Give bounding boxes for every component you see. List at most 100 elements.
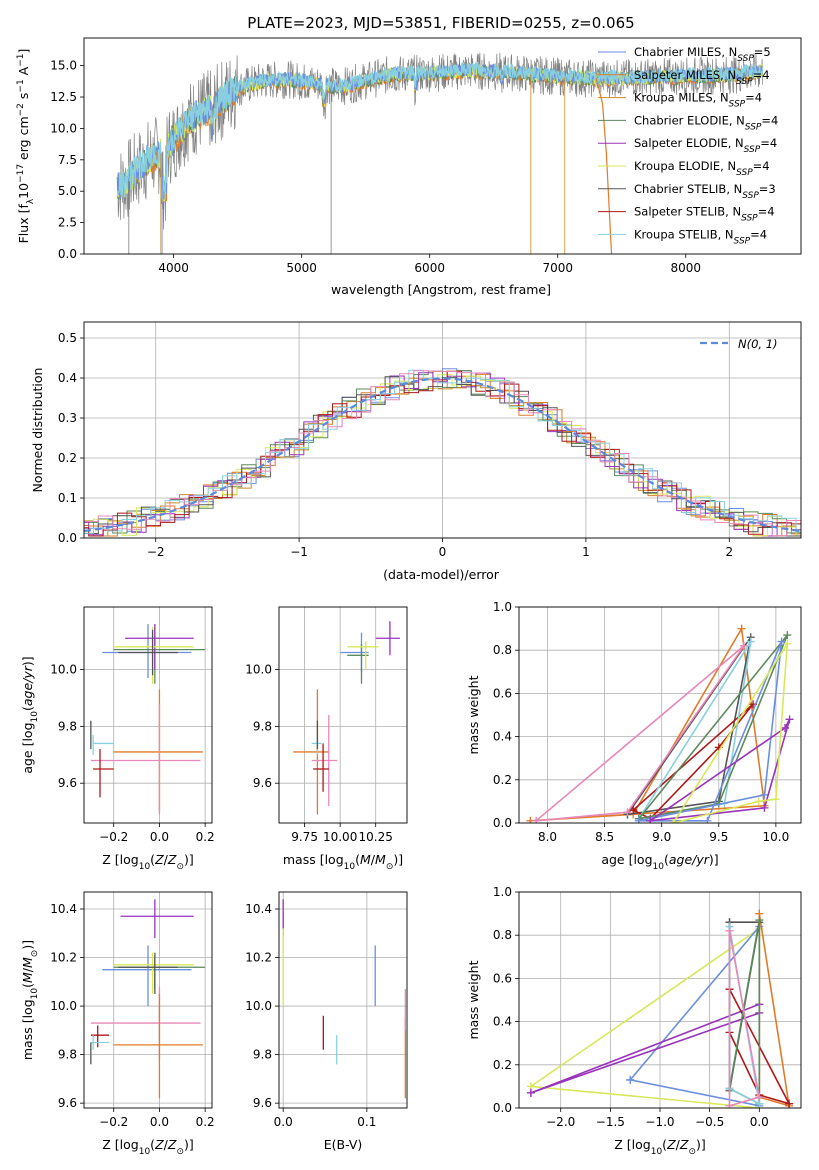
x-tick-label: 6000 — [414, 261, 445, 275]
label-part: =5 — [754, 45, 771, 59]
y-tick-label: 10.0 — [50, 999, 77, 1013]
weight-marker — [532, 816, 541, 823]
label-part: Z — [679, 1137, 689, 1152]
weight-series — [758, 913, 791, 1107]
x-tick-label: 10.0 — [763, 830, 790, 844]
residual-panel: −2 −1 0 1 2 0.0 0.1 0.2 0.3 0.4 0.5 N(0, 1) (data-mo… — [30, 321, 802, 582]
label-part: 10 — [139, 862, 151, 872]
label-part: 10 — [30, 988, 40, 1000]
label-part: / — [164, 1137, 169, 1152]
legend-entry: N(0, 1) — [738, 337, 778, 351]
label-part: Z — [154, 852, 164, 867]
weight-marker — [737, 624, 746, 633]
label-part: Z — [167, 1137, 177, 1152]
plot-area — [293, 621, 400, 815]
weight-marker — [781, 723, 790, 732]
x-axis-label: Z [log10(Z/Z⊙)] — [614, 1137, 706, 1157]
data-spectrum — [116, 52, 763, 230]
y-tick-label: 15.0 — [50, 59, 77, 73]
label-part: Z — [666, 1137, 676, 1152]
y-tick-label: 0.8 — [493, 928, 512, 942]
y-axis-label: age [log10(age/yr)] — [20, 656, 40, 773]
label-part: Z [log — [102, 1137, 138, 1152]
y-tick-label: 0.2 — [493, 773, 512, 787]
label-part: M — [20, 957, 35, 968]
label-part: Kroupa MILES, N — [634, 91, 729, 105]
weight-marker — [646, 816, 655, 823]
y-tick-label: 1.0 — [493, 885, 512, 899]
label-part: =4 — [753, 68, 770, 82]
label-part: mass [log — [20, 999, 35, 1060]
label-part: 10 — [344, 862, 356, 872]
weight-marker — [755, 916, 764, 925]
label-part: Salpeter STELIB, N — [634, 205, 741, 219]
weight-marker — [725, 1101, 734, 1108]
weight-marker — [703, 816, 712, 823]
axes-frame — [83, 37, 802, 255]
axes-frame — [278, 891, 408, 1109]
y-tick-label: 9.8 — [58, 719, 77, 733]
label-part: SSP — [744, 145, 761, 155]
weight-marker — [755, 1093, 764, 1102]
label-part: 10 — [653, 862, 665, 872]
weight-vs-age-panel: 8.0 8.5 9.0 9.5 10.0 0.0 0.2 0.4 0.6 0.8 1.0 age [l… — [466, 600, 802, 872]
legend-entry: Salpeter ELODIE, NSSP=4 — [634, 136, 777, 155]
label-part: −2 — [16, 103, 26, 116]
y-tick-label: 0.1 — [58, 491, 77, 505]
legend-entry: Kroupa ELODIE, NSSP=4 — [634, 159, 770, 178]
y-tick-label: 0.6 — [493, 686, 512, 700]
label-part: ( — [150, 1137, 155, 1152]
label-part: 10 — [16, 183, 31, 199]
histogram-series — [84, 370, 801, 537]
weight-marker — [783, 639, 792, 648]
weight-vs-Z-panel: −2.0 −1.5 −1.0 −0.5 0.0 0.0 0.2 0.4 0.6 0.8 1.0 Z [… — [466, 885, 802, 1157]
x-tick-label: 0.1 — [357, 1115, 376, 1129]
weight-series — [629, 924, 761, 1107]
y-tick-label: 0.4 — [493, 730, 512, 744]
x-tick-label: −2.0 — [546, 1115, 575, 1129]
x-tick-label: 2 — [725, 545, 733, 559]
y-tick-label: 10.0 — [245, 999, 272, 1013]
x-tick-label: 1 — [582, 545, 590, 559]
y-tick-label: 9.8 — [58, 1048, 77, 1062]
label-part: =4 — [760, 136, 777, 150]
x-tick-label: 0.0 — [150, 1115, 169, 1129]
x-tick-label: −1.0 — [645, 1115, 674, 1129]
x-axis-label: mass [log10(M/M⊙)] — [283, 852, 403, 872]
label-part: A — [16, 66, 31, 79]
y-axis-label: mass [log10(M/M⊙)] — [20, 940, 40, 1060]
y-tick-label: 0.8 — [493, 643, 512, 657]
x-tick-label: 9.0 — [652, 830, 671, 844]
label-part: −1 — [16, 79, 26, 92]
weight-series — [672, 643, 789, 823]
y-tick-label: 0.0 — [493, 1101, 512, 1115]
y-tick-label: 9.6 — [58, 1096, 77, 1110]
weight-marker — [626, 1075, 635, 1084]
x-tick-label: 8000 — [670, 261, 701, 275]
axes-frame — [83, 891, 213, 1109]
label-part: SSP — [734, 236, 751, 246]
label-part: )] — [20, 940, 35, 950]
legend-entry: Kroupa STELIB, NSSP=4 — [634, 227, 767, 246]
weight-marker — [760, 803, 769, 812]
x-tick-label: 4000 — [158, 261, 189, 275]
weight-series — [535, 645, 745, 822]
histogram-series — [84, 374, 801, 537]
y-tick-label: 10.0 — [245, 663, 272, 677]
label-part: age/yr — [20, 665, 35, 706]
label-part: age [log — [20, 722, 35, 773]
y-tick-label: 0.4 — [58, 371, 77, 385]
label-part: )] — [709, 852, 719, 867]
legend-entry: Kroupa MILES, NSSP=4 — [634, 91, 762, 110]
label-part: =4 — [750, 227, 767, 241]
label-part: SSP — [729, 100, 746, 110]
label-part: SSP — [742, 191, 759, 201]
weight-marker — [623, 808, 632, 817]
label-part: / — [676, 1137, 681, 1152]
x-tick-label: −0.2 — [99, 830, 128, 844]
label-part: ⊙ — [176, 862, 184, 872]
weight-series — [638, 634, 789, 820]
axes-frame — [278, 606, 408, 824]
